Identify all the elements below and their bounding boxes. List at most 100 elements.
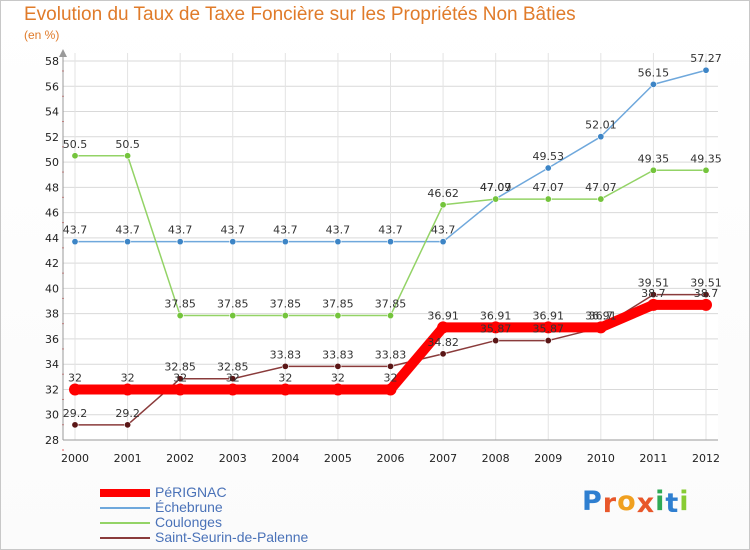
data-point (384, 383, 397, 396)
x-tick-label: 2011 (639, 452, 667, 465)
data-label: 47.07 (480, 181, 512, 194)
data-label: 49.53 (533, 150, 565, 163)
data-label: 37.85 (164, 298, 196, 311)
data-label: 43.7 (63, 224, 88, 237)
data-label: 49.35 (690, 152, 722, 165)
data-label: 33.83 (322, 348, 354, 361)
legend-swatch (100, 489, 150, 497)
legend-swatch (100, 507, 150, 509)
data-label: 29.2 (115, 407, 140, 420)
data-point (331, 383, 344, 396)
axis-layer: 28 30 32 34 36 38 40 42 44 46 48 50 52 54 56 58 2000 2001… (45, 49, 720, 465)
logo-letter: i (655, 486, 666, 517)
data-point (386, 238, 394, 246)
data-point (594, 321, 607, 334)
data-label: 43.7 (115, 224, 140, 237)
series-coulonges (71, 152, 710, 320)
x-tick-label: 2002 (166, 452, 194, 465)
x-tick-label: 2009 (534, 452, 562, 465)
data-point (71, 421, 79, 429)
data-point (229, 375, 237, 383)
data-point (649, 80, 657, 88)
data-point (492, 195, 500, 203)
x-tick-label: 2004 (271, 452, 299, 465)
chart-unit-label: (en %) (24, 28, 60, 42)
y-tick-label: 30 (45, 409, 59, 422)
x-tick-label: 2012 (692, 452, 720, 465)
data-point (69, 383, 81, 396)
data-point (121, 383, 134, 396)
data-point (176, 375, 184, 383)
data-label: 56.15 (638, 66, 670, 79)
data-point (71, 152, 79, 160)
data-label: 43.7 (273, 224, 298, 237)
data-label: 37.85 (270, 298, 302, 311)
logo-letter: o (617, 486, 637, 517)
data-label: 32 (331, 371, 345, 384)
data-point (647, 298, 660, 311)
data-label: 46.62 (427, 187, 459, 200)
data-label: 43.7 (221, 224, 246, 237)
logo-letter: r (602, 488, 618, 519)
y-tick-label: 46 (45, 207, 59, 220)
data-label: 37.85 (322, 298, 354, 311)
data-point (334, 238, 342, 246)
data-label: 32 (278, 371, 292, 384)
legend-label: PéRIGNAC (155, 484, 227, 500)
y-tick-label: 42 (45, 257, 59, 270)
data-point (226, 383, 239, 396)
data-label: 32 (226, 371, 240, 384)
data-point (702, 66, 710, 74)
data-label: 50.5 (115, 138, 140, 151)
x-tick-label: 2008 (482, 452, 510, 465)
data-label: 32 (121, 371, 135, 384)
y-tick-label: 28 (45, 434, 59, 447)
data-point (334, 312, 342, 320)
data-point (702, 166, 710, 174)
data-point (492, 337, 500, 345)
data-label: 32.85 (217, 361, 249, 374)
data-label: 35.87 (533, 323, 565, 336)
y-tick-label: 48 (45, 181, 59, 194)
legend-label: Échebrune (155, 499, 223, 515)
data-label: 32 (384, 371, 398, 384)
data-label: 57.27 (690, 52, 722, 65)
x-tick-label: 2006 (377, 452, 405, 465)
data-label: 50.5 (63, 138, 88, 151)
data-point (702, 291, 710, 299)
data-point (649, 291, 657, 299)
data-point (597, 195, 605, 203)
series-p-rignac (69, 298, 712, 396)
y-tick-label: 36 (45, 333, 59, 346)
data-point (176, 312, 184, 320)
data-label: 37.85 (217, 298, 249, 311)
data-point (281, 362, 289, 370)
proxiti-logo: Proxiti (582, 486, 690, 519)
data-label: 36.91 (427, 309, 459, 322)
y-tick-label: 58 (45, 55, 59, 68)
data-label-layer: 43.7 43.7 43.7 43.7 43.7 43.7 43.7 43.7 47.09 49.… (63, 52, 722, 420)
logo-letter: t (665, 488, 680, 519)
y-tick-label: 52 (45, 131, 59, 144)
legend-label: Saint-Seurin-de-Palenne (155, 529, 309, 545)
data-point (281, 312, 289, 320)
data-label: 52.01 (585, 119, 617, 132)
data-point (542, 321, 555, 334)
data-point (124, 421, 132, 429)
data-label: 35.87 (480, 323, 512, 336)
legend-swatch (100, 522, 150, 524)
data-label: 38.7 (694, 287, 719, 300)
data-point (386, 312, 394, 320)
x-tick-label: 2007 (429, 452, 457, 465)
data-label: 36.91 (533, 309, 565, 322)
data-label: 36.91 (480, 309, 512, 322)
data-point (544, 337, 552, 345)
data-point (279, 383, 292, 396)
data-point (439, 350, 447, 358)
y-tick-label: 54 (45, 106, 59, 119)
data-label: 47.07 (585, 181, 617, 194)
data-label: 37.85 (375, 298, 407, 311)
grid-layer (63, 53, 718, 441)
data-point (489, 321, 502, 334)
